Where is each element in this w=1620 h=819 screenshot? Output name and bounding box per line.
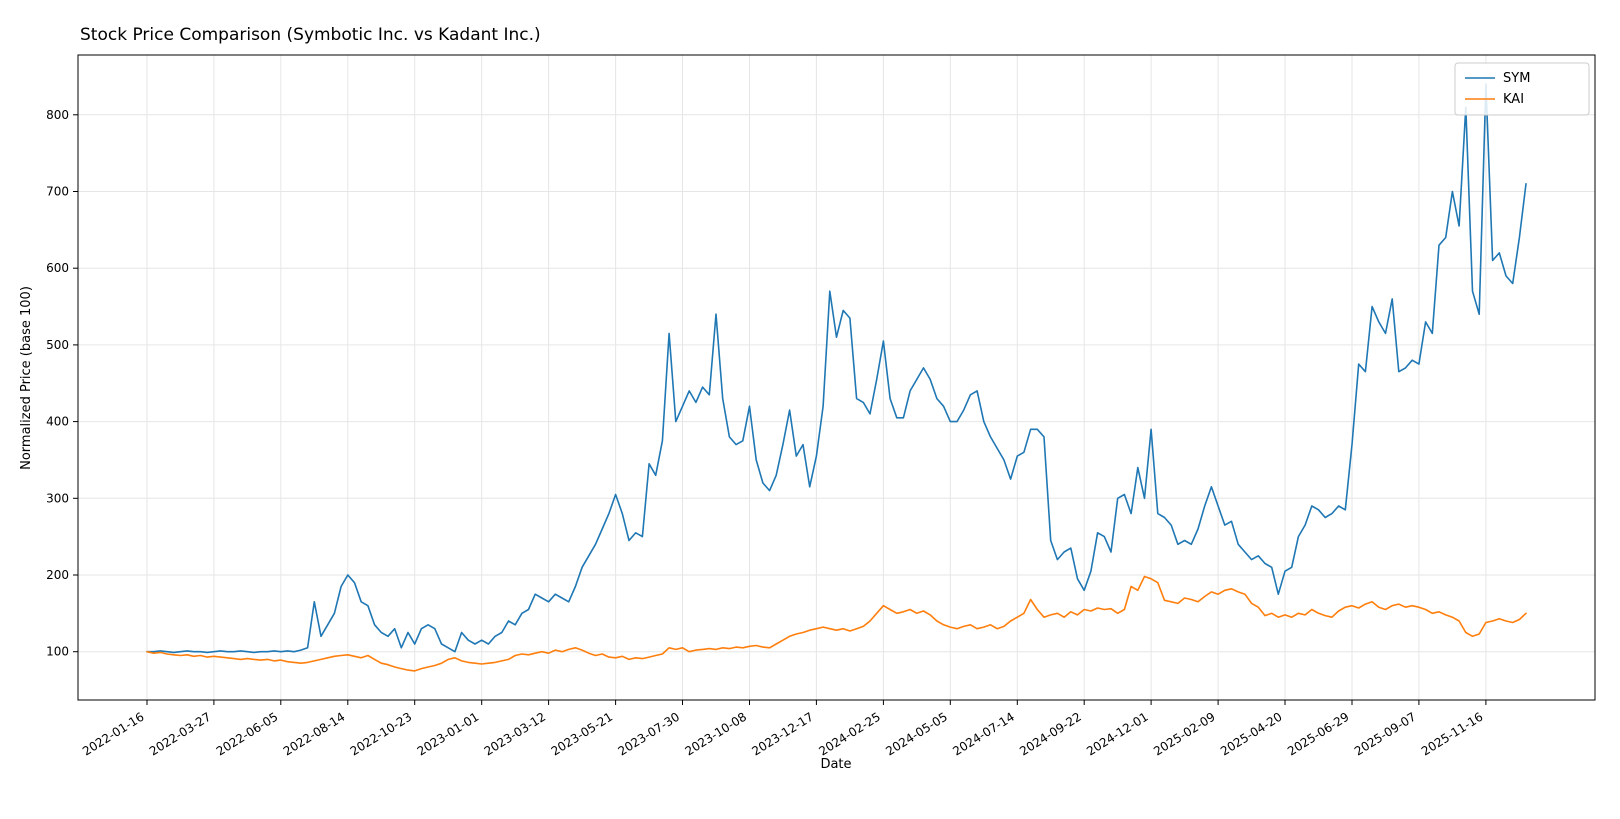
x-tick-label: 2024-07-14 bbox=[950, 710, 1017, 759]
x-tick-label: 2022-08-14 bbox=[281, 710, 348, 759]
x-tick-label: 2022-03-27 bbox=[147, 710, 214, 759]
x-tick-label: 2024-05-05 bbox=[883, 710, 950, 759]
y-tick-label: 500 bbox=[46, 338, 69, 352]
y-tick-label: 800 bbox=[46, 108, 69, 122]
x-tick-label: 2025-11-16 bbox=[1419, 710, 1486, 759]
legend-label-kai: KAI bbox=[1503, 92, 1524, 107]
y-axis-label: Normalized Price (base 100) bbox=[19, 286, 34, 470]
x-tick-label: 2024-12-01 bbox=[1084, 710, 1151, 759]
y-tick-label: 600 bbox=[46, 261, 69, 275]
y-tick-label: 700 bbox=[46, 185, 69, 199]
x-tick-label: 2023-10-08 bbox=[683, 710, 750, 759]
x-tick-label: 2023-05-21 bbox=[549, 710, 616, 759]
x-tick-label: 2023-07-30 bbox=[616, 710, 683, 759]
legend: SYM KAI bbox=[1454, 62, 1590, 116]
x-tick-label: 2025-02-09 bbox=[1151, 710, 1218, 759]
y-tick-label: 400 bbox=[46, 415, 69, 429]
plot-border bbox=[77, 54, 1596, 701]
x-tick-label: 2025-06-29 bbox=[1285, 710, 1352, 759]
legend-label-sym: SYM bbox=[1503, 71, 1530, 86]
y-tick-label: 100 bbox=[46, 645, 69, 659]
x-tick-label: 2022-01-16 bbox=[80, 710, 147, 759]
x-tick-label: 2025-09-07 bbox=[1352, 710, 1419, 759]
series-line-sym bbox=[146, 83, 1527, 654]
x-axis-label: Date bbox=[820, 757, 851, 772]
x-tick-label: 2023-03-12 bbox=[482, 710, 549, 759]
x-tick-label: 2024-02-25 bbox=[816, 710, 883, 759]
x-tick-label: 2023-01-01 bbox=[415, 710, 482, 759]
x-tick-label: 2023-12-17 bbox=[749, 710, 816, 759]
legend-box bbox=[1454, 62, 1590, 116]
y-tick-label: 200 bbox=[46, 568, 69, 582]
chart-title: Stock Price Comparison (Symbotic Inc. vs… bbox=[80, 25, 541, 45]
y-tick-label: 300 bbox=[46, 491, 69, 505]
x-tick-label: 2025-04-20 bbox=[1218, 710, 1285, 759]
x-tick-label: 2022-10-23 bbox=[348, 710, 415, 759]
series-line-kai bbox=[146, 575, 1527, 672]
x-tick-label: 2024-09-22 bbox=[1017, 710, 1084, 759]
x-tick-label: 2022-06-05 bbox=[214, 710, 281, 759]
